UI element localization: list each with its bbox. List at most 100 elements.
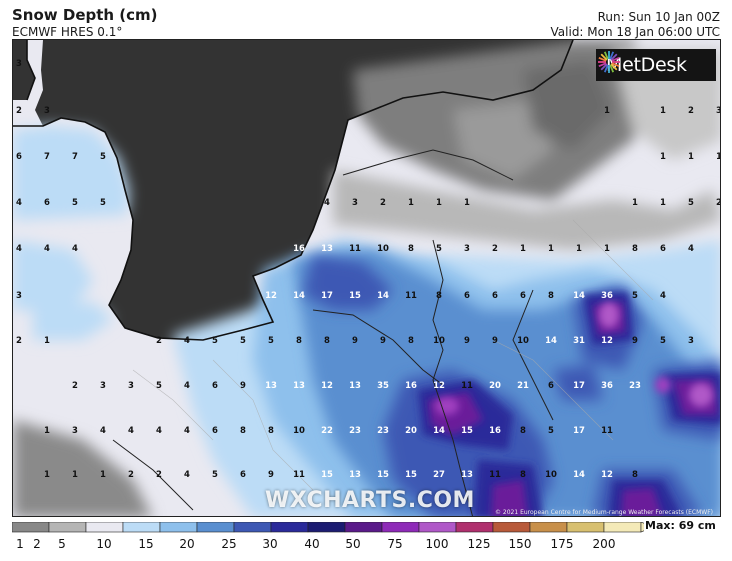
logo-spoke [600, 53, 608, 61]
snow-depth-value: 13 [349, 470, 361, 480]
snow-depth-value: 23 [377, 426, 389, 436]
snow-depth-value: 13 [321, 244, 333, 254]
watermark: WXCHARTS.COM [265, 488, 475, 513]
snow-depth-value: 23 [629, 381, 641, 391]
legend-swatch [566, 522, 605, 533]
snow-depth-value: 8 [520, 426, 526, 436]
legend-swatch [418, 522, 457, 533]
legend-tick-label: 40 [304, 537, 320, 551]
valid-time: Valid: Mon 18 Jan 06:00 UTC [550, 25, 720, 39]
snow-depth-value: 15 [349, 291, 361, 301]
snow-depth-value: 14 [293, 291, 305, 301]
legend-swatch [492, 522, 531, 533]
snow-depth-value: 11 [601, 426, 613, 436]
snow-depth-value: 6 [16, 152, 22, 162]
snow-depth-value: 20 [405, 426, 417, 436]
legend-swatch [344, 522, 383, 533]
country-borders [112, 149, 554, 516]
snow-depth-value: 10 [377, 244, 389, 254]
snow-depth-value: 4 [184, 426, 190, 436]
snow-depth-value: 8 [548, 291, 554, 301]
snow-depth-value: 36 [601, 381, 613, 391]
logo-spoke [609, 51, 615, 60]
snow-depth-value: 6 [492, 291, 498, 301]
snow-depth-value: 8 [436, 291, 442, 301]
snow-depth-value: 1 [604, 106, 610, 116]
snow-depth-value: 11 [461, 381, 473, 391]
snow-depth-value: 9 [464, 336, 470, 346]
logo-spoke [610, 63, 618, 71]
legend-arrow [640, 522, 644, 533]
snow-depth-value: 12 [433, 381, 445, 391]
snow-depth-value: 2 [716, 198, 721, 208]
snow-depth-value: 16 [489, 426, 501, 436]
snow-depth-value: 12 [601, 470, 613, 480]
snow-depth-value: 3 [716, 106, 721, 116]
logo-spoke [603, 64, 609, 73]
snow-depth-value: 5 [100, 198, 106, 208]
snow-depth-value: 2 [380, 198, 386, 208]
snow-depth-value: 16 [293, 244, 305, 254]
model-label: ECMWF HRES 0.1° [12, 25, 123, 39]
snow-depth-value: 8 [408, 244, 414, 254]
metdesk-logo: MetDesk [596, 49, 716, 81]
legend-tick-label: 50 [345, 537, 361, 551]
snow-depth-value: 21 [517, 381, 529, 391]
snow-depth-value: 13 [461, 470, 473, 480]
snow-depth-value: 9 [492, 336, 498, 346]
legend-swatch [529, 522, 568, 533]
legend-tick-label: 200 [592, 537, 616, 551]
snow-depth-value: 1 [44, 470, 50, 480]
snow-depth-value: 5 [240, 336, 246, 346]
snow-depth-value: 2 [492, 244, 498, 254]
logo-spoke [611, 62, 620, 68]
snow-depth-value: 5 [156, 381, 162, 391]
snow-depth-value: 1 [660, 152, 666, 162]
snow-depth-value: 31 [573, 336, 585, 346]
legend-swatch [159, 522, 198, 533]
snow-depth-value: 3 [128, 381, 134, 391]
snow-depth-value: 1 [716, 152, 721, 162]
snow-depth-value: 13 [265, 381, 277, 391]
snow-depth-value: 1 [436, 198, 442, 208]
snow-depth-value: 8 [268, 426, 274, 436]
snow-depth-value: 1 [520, 244, 526, 254]
snow-depth-value: 2 [128, 470, 134, 480]
snow-depth-value: 2 [72, 381, 78, 391]
snow-depth-value: 10 [517, 336, 529, 346]
snow-depth-value: 1 [688, 152, 694, 162]
legend-tick-label: 15 [138, 537, 154, 551]
legend-swatch [122, 522, 161, 533]
snow-depth-value: 6 [520, 291, 526, 301]
snow-depth-value: 5 [660, 336, 666, 346]
snow-depth-value: 1 [576, 244, 582, 254]
logo-spoke [609, 64, 615, 73]
snow-depth-value: 3 [464, 244, 470, 254]
snow-depth-value: 9 [240, 381, 246, 391]
snow-depth-value: 2 [16, 336, 22, 346]
snow-depth-value: 1 [632, 198, 638, 208]
snow-depth-value: 6 [212, 426, 218, 436]
snow-depth-value: 6 [212, 381, 218, 391]
snow-depth-value: 13 [293, 381, 305, 391]
snow-depth-value: 8 [632, 244, 638, 254]
logo-spoke [598, 62, 607, 68]
snow-depth-value: 16 [405, 381, 417, 391]
snow-depth-value: 14 [433, 426, 445, 436]
legend-swatch [455, 522, 494, 533]
sea-area [13, 40, 573, 340]
snow-depth-value: 4 [324, 198, 330, 208]
snow-depth-value: 15 [405, 470, 417, 480]
logo-spoke [600, 63, 608, 71]
snow-depth-value: 7 [44, 152, 50, 162]
snow-depth-value: 17 [573, 381, 585, 391]
snow-depth-value: 3 [16, 59, 22, 69]
snow-depth-value: 6 [240, 470, 246, 480]
snow-depth-value: 1 [44, 426, 50, 436]
snow-depth-value: 20 [489, 381, 501, 391]
snow-depth-value: 4 [16, 198, 22, 208]
snow-depth-value: 5 [212, 470, 218, 480]
snow-depth-map[interactable]: 3 2 3 1 1 2 3 6 7 7 5 1 1 1 4 6 5 5 4 3 2 1 1 1 1 1 5 2 4 4 4 16 13 11 10 8… [12, 39, 721, 517]
legend-swatch [233, 522, 272, 533]
snow-depth-value: 1 [548, 244, 554, 254]
